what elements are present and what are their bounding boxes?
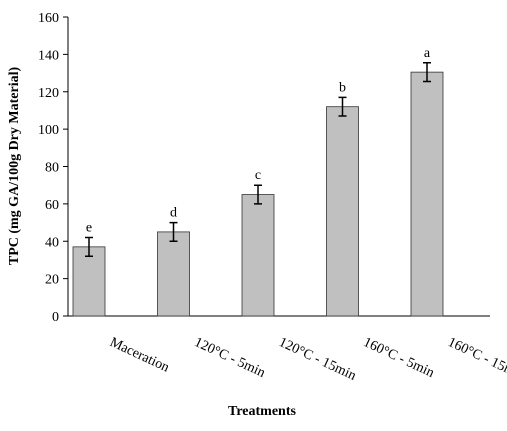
bar: [157, 231, 190, 317]
annotation: d: [170, 206, 177, 221]
x-tick-label: 160°C - 15min: [445, 335, 507, 384]
y-tick-label: 60: [45, 198, 59, 213]
bar: [241, 194, 275, 317]
error-bar: [338, 96, 347, 117]
error-bar: [169, 221, 178, 242]
annotation: b: [339, 80, 346, 95]
x-tick-label: 120°C - 15min: [276, 335, 358, 384]
error-bar: [254, 184, 262, 205]
bar: [410, 71, 444, 317]
y-axis-title: TPC (mg GA/100g Dry Material): [7, 67, 22, 266]
y-tick-label: 40: [45, 235, 59, 250]
y-tick-label: 100: [38, 123, 59, 138]
annotation: a: [424, 46, 431, 61]
annotation: c: [255, 168, 261, 183]
y-tick-label: 140: [38, 48, 59, 63]
x-axis-title: Treatments: [228, 404, 296, 419]
y-tick-label: 0: [52, 310, 59, 325]
error-bar: [85, 236, 93, 257]
annotation: e: [86, 221, 92, 236]
y-tick-label: 160: [38, 11, 59, 26]
x-tick-label: Maceration: [107, 335, 171, 376]
y-tick-label: 80: [45, 161, 59, 176]
error-bar: [423, 62, 431, 83]
x-tick-label: 160°C - 5min: [361, 335, 437, 381]
x-tick-label: 120°C - 5min: [192, 335, 268, 381]
bar: [326, 106, 359, 317]
y-tick-label: 20: [45, 273, 59, 288]
y-tick-label: 120: [38, 86, 59, 101]
bar: [72, 246, 106, 317]
